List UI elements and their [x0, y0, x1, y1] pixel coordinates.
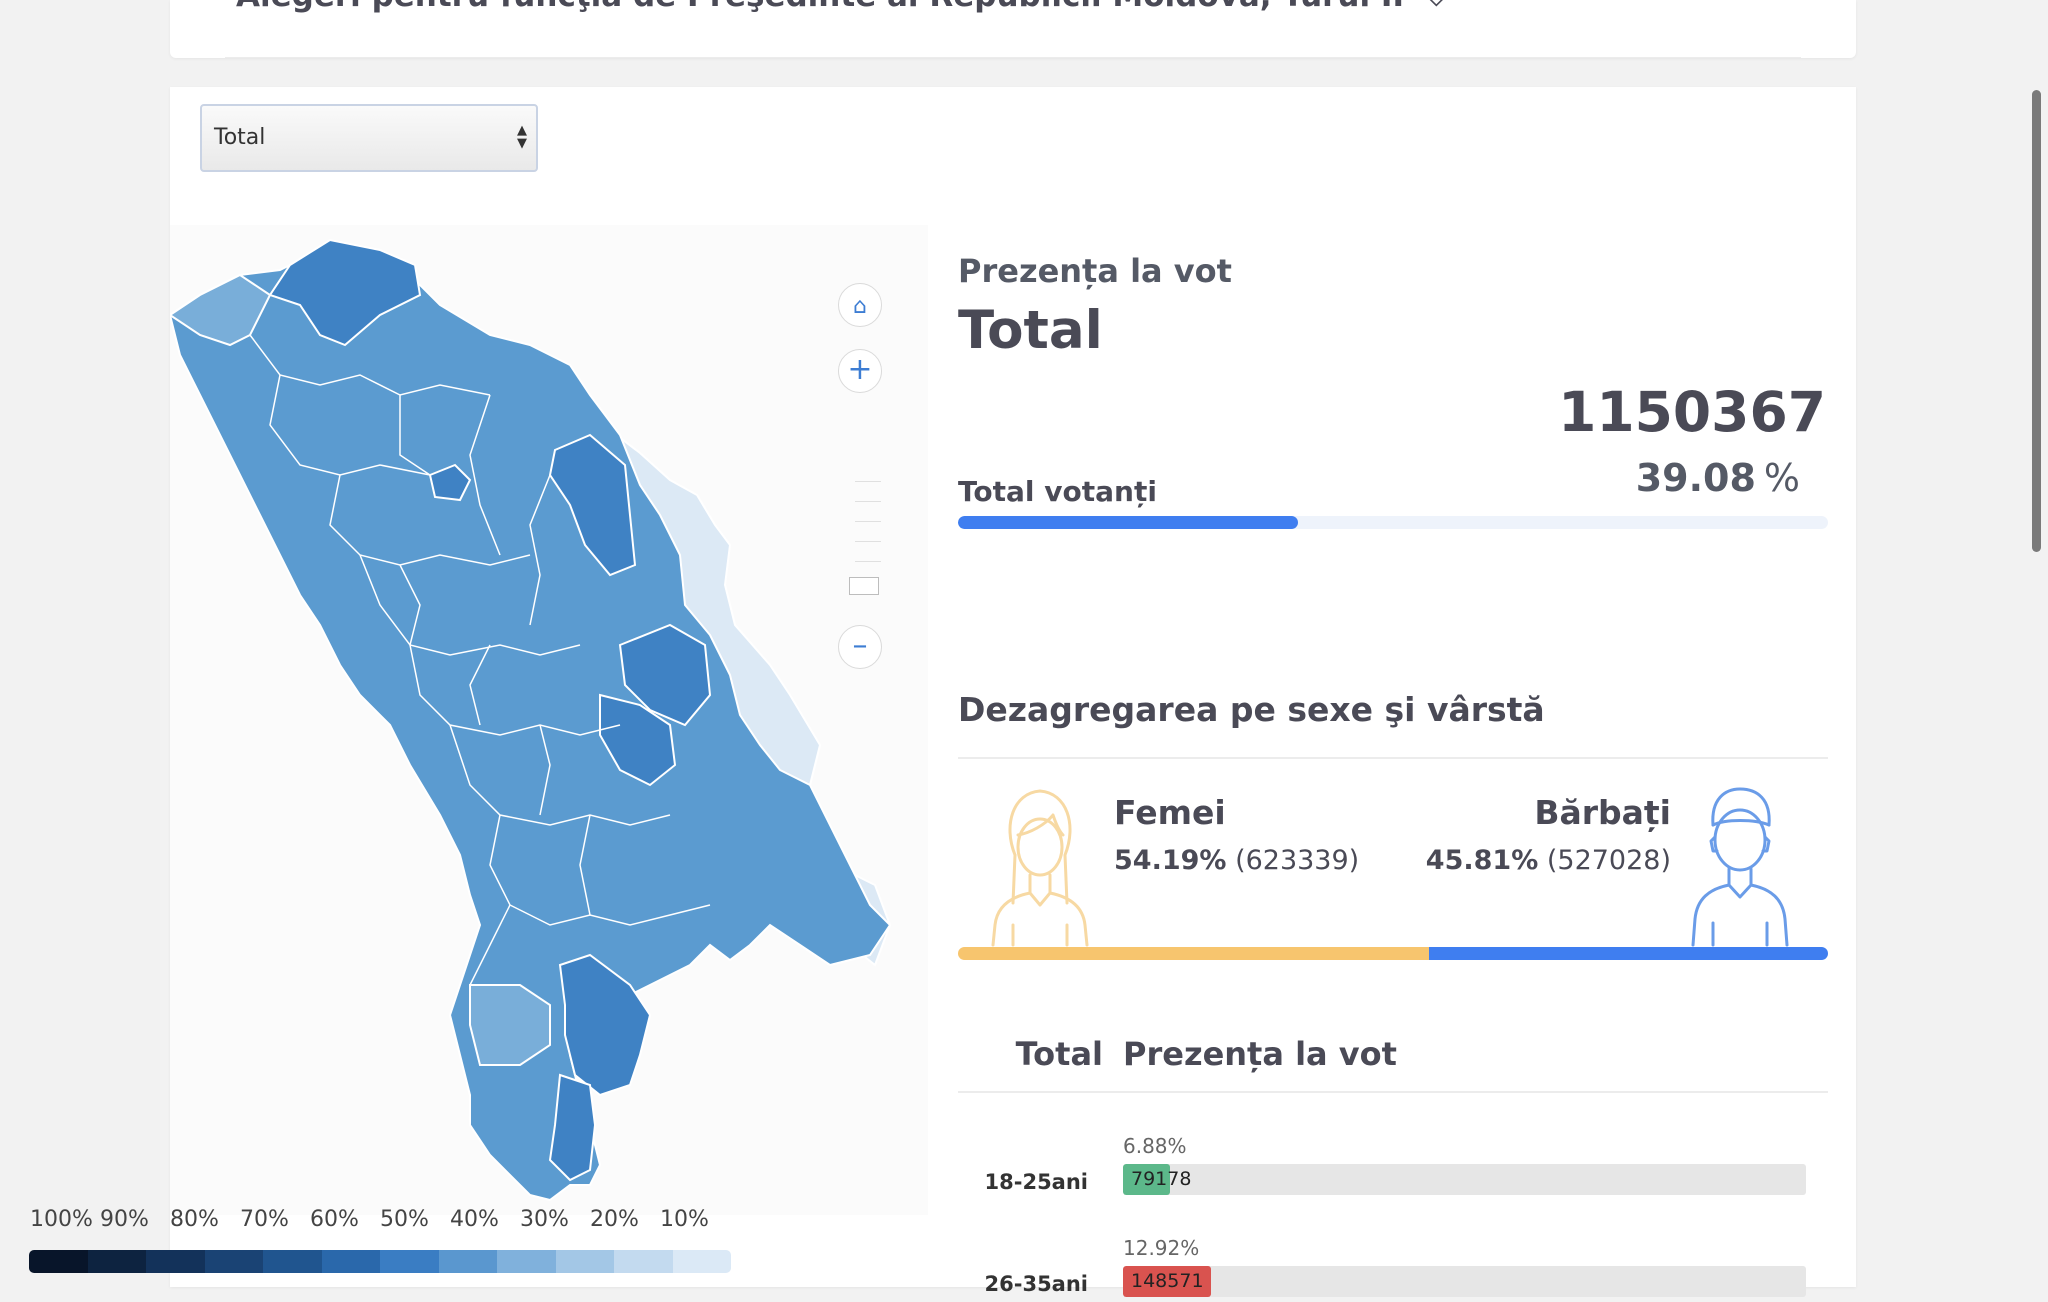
women-label: Femei [1114, 793, 1226, 832]
legend-color-step [614, 1250, 673, 1273]
legend-color-step [438, 1250, 497, 1273]
legend-color-step [380, 1250, 439, 1273]
legend-label: 20% [590, 1207, 639, 1232]
turnout-percent: 39.08% [1636, 456, 1800, 500]
men-bar-segment [1429, 947, 1828, 960]
turnout-percent-sign: % [1763, 456, 1800, 500]
age-group-bar: 79178 [1123, 1164, 1806, 1195]
legend-label: 80% [170, 1207, 219, 1232]
legend-color-step [29, 1250, 88, 1273]
section-divider [958, 1091, 1828, 1093]
turnout-title: Total [958, 300, 1103, 361]
map-zoom-out-button[interactable]: – [838, 625, 882, 669]
total-voters-label: Total votanți [958, 475, 1157, 508]
legend-color-step [497, 1250, 556, 1273]
age-row: 18-25ani 6.88% 79178 [958, 1120, 1828, 1200]
turnout-progress-bar [958, 516, 1828, 529]
district-borders [249, 334, 711, 986]
legend-color-step [555, 1250, 614, 1273]
moldova-map[interactable] [170, 225, 928, 1215]
legend-color-step [263, 1250, 322, 1273]
region-southwest[interactable] [469, 984, 551, 1066]
zoom-slider-handle[interactable] [849, 577, 879, 595]
region-main-mid[interactable] [170, 243, 892, 1202]
zoom-track [855, 481, 881, 482]
gender-age-title: Dezagregarea pe sexe şi vârstă [958, 690, 1545, 729]
woman-icon [991, 789, 1089, 947]
age-header-total: Total [1015, 1035, 1103, 1073]
region-north[interactable] [268, 238, 422, 347]
men-percent: 45.81% [1425, 845, 1539, 876]
men-value: 45.81% (527028) [1426, 845, 1671, 876]
map-zoom-in-button[interactable]: + [838, 349, 882, 393]
region-east-c[interactable] [599, 693, 677, 787]
legend-color-step [146, 1250, 205, 1273]
legend-color-step [672, 1250, 731, 1273]
legend-label: 90% [100, 1207, 149, 1232]
region-gagauzia[interactable] [548, 1073, 597, 1182]
filter-select[interactable]: Total ▲ ▼ [200, 104, 538, 172]
legend-label: 70% [240, 1207, 289, 1232]
plus-icon: + [847, 352, 873, 387]
zoom-track [855, 501, 881, 502]
turnout-progress-fill [958, 516, 1298, 529]
gender-split-bar [958, 947, 1828, 960]
chevron-down-icon[interactable]: ⌵ [1429, 0, 1444, 11]
region-central-small[interactable] [428, 463, 472, 502]
age-group-percent: 6.88% [1123, 1134, 1187, 1158]
legend-label: 50% [380, 1207, 429, 1232]
total-voters-count: 1150367 [1558, 380, 1826, 444]
men-label: Bărbați [1534, 793, 1671, 832]
age-group-label: 26-35ani [984, 1272, 1088, 1296]
election-title[interactable]: Alegeri pentru funcţia de Preşedinte al … [236, 0, 1444, 14]
women-value: 54.19% (623339) [1114, 845, 1359, 876]
map-panel: ⌂ + – [170, 225, 928, 1215]
page-header-card: Alegeri pentru funcţia de Preşedinte al … [170, 0, 1856, 58]
turnout-percent-value: 39.08 [1635, 456, 1756, 500]
age-group-label: 18-25ani [984, 1170, 1088, 1194]
men-count: (527028) [1546, 845, 1671, 876]
age-group-bar: 148571 [1123, 1266, 1806, 1297]
women-percent: 54.19% [1114, 845, 1227, 876]
legend-color-step [87, 1250, 146, 1273]
legend-label: 40% [450, 1207, 499, 1232]
age-row: 26-35ani 12.92% 148571 [958, 1222, 1828, 1302]
zoom-track [855, 541, 881, 542]
select-arrows-icon: ▲ ▼ [517, 123, 527, 151]
map-home-button[interactable]: ⌂ [838, 283, 882, 327]
age-header-turnout: Prezența la vot [1123, 1035, 1397, 1073]
man-icon [1691, 787, 1789, 947]
region-northwest[interactable] [170, 273, 272, 347]
age-group-bar-fill [1123, 1164, 1170, 1195]
age-group-count: 79178 [1131, 1168, 1192, 1190]
zoom-track [855, 521, 881, 522]
region-east-a[interactable] [548, 433, 637, 577]
minus-icon: – [852, 628, 868, 663]
legend-color-step [321, 1250, 380, 1273]
age-group-percent: 12.92% [1123, 1236, 1200, 1260]
women-bar-segment [958, 947, 1430, 960]
page-scrollbar[interactable] [2032, 90, 2041, 552]
age-group-count: 148571 [1131, 1270, 1204, 1292]
legend-label: 100% [30, 1207, 93, 1232]
legend-label: 30% [520, 1207, 569, 1232]
legend-color-step [204, 1250, 263, 1273]
region-south[interactable] [558, 953, 652, 1097]
region-east-b[interactable] [618, 623, 712, 727]
legend-label: 10% [660, 1207, 709, 1232]
results-card: Total ▲ ▼ [170, 87, 1856, 1287]
women-count: (623339) [1235, 845, 1360, 876]
zoom-track [855, 561, 881, 562]
map-legend-scale [29, 1250, 731, 1273]
home-icon: ⌂ [853, 294, 867, 319]
legend-label: 60% [310, 1207, 359, 1232]
section-divider [958, 757, 1828, 759]
header-divider [225, 57, 1801, 58]
filter-select-value: Total [214, 125, 266, 150]
turnout-subtitle: Prezența la vot [958, 252, 1232, 290]
